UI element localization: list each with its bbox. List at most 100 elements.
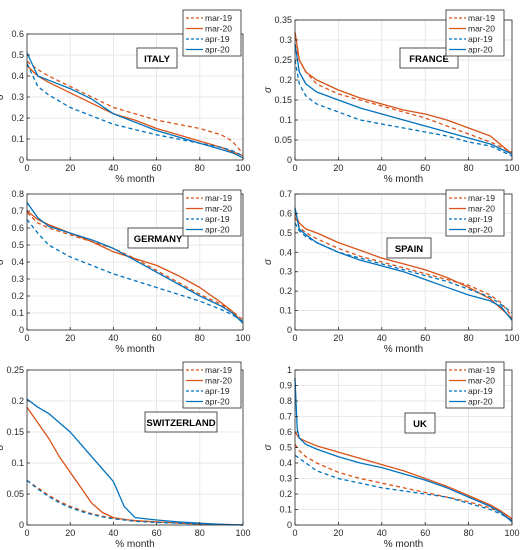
y-axis-label: σ [0, 258, 6, 265]
country-title: GERMANY [134, 234, 183, 245]
x-tick-label: 60 [420, 528, 430, 538]
y-tick-label: 0.9 [279, 381, 292, 391]
y-tick-label: 0.7 [279, 412, 292, 422]
x-tick-label: 20 [333, 163, 343, 173]
legend-entry-apr-19: apr-19 [468, 34, 493, 44]
legend-entry-apr-20: apr-20 [468, 225, 493, 235]
x-tick-label: 100 [504, 528, 519, 538]
y-tick-label: 0.7 [11, 206, 24, 216]
series-line-apr-19 [294, 59, 513, 157]
x-axis-label: % month [384, 539, 423, 550]
legend-entry-apr-20: apr-20 [205, 45, 230, 55]
x-tick-label: 60 [152, 528, 162, 538]
y-tick-label: 0.6 [11, 29, 24, 39]
series-line-apr-20 [26, 52, 244, 159]
y-tick-label: 0.1 [11, 134, 24, 144]
x-tick-label: 20 [333, 333, 343, 343]
y-tick-label: 0.4 [11, 71, 24, 81]
y-tick-label: 0.2 [11, 113, 24, 123]
y-axis-label: σ [0, 93, 6, 100]
x-tick-label: 40 [377, 528, 387, 538]
chart-panel-3: 0 20 40 60 80 100 0 0.1 0.2 0.3 0.4 0.5 0.6 0.7 % mont… [263, 189, 520, 355]
x-tick-label: 0 [292, 163, 297, 173]
legend-entry-apr-19: apr-19 [205, 386, 230, 396]
legend-entry-mar-20: mar-20 [468, 24, 495, 34]
y-tick-label: 0.6 [279, 208, 292, 218]
series-line-apr-20 [26, 398, 244, 526]
y-tick-label: 0.3 [11, 92, 24, 102]
y-tick-label: 0 [19, 325, 24, 335]
x-tick-label: 100 [235, 333, 250, 343]
legend-entry-apr-19: apr-19 [468, 386, 493, 396]
x-tick-label: 20 [65, 163, 75, 173]
y-tick-label: 0.2 [11, 396, 24, 406]
x-tick-label: 100 [504, 333, 519, 343]
series-line-mar-20 [294, 31, 513, 155]
x-tick-label: 0 [292, 333, 297, 343]
y-tick-label: 0.8 [279, 396, 292, 406]
series-line-apr-20 [294, 377, 513, 523]
y-tick-label: 0.3 [11, 274, 24, 284]
y-axis-label: σ [263, 258, 274, 265]
x-tick-label: 100 [235, 163, 250, 173]
y-tick-label: 0.5 [279, 443, 292, 453]
x-tick-label: 80 [195, 528, 205, 538]
series-line-mar-20 [26, 65, 244, 157]
x-tick-label: 0 [24, 163, 29, 173]
y-tick-label: 0.4 [279, 247, 292, 257]
series-line-mar-19 [294, 217, 513, 317]
series-line-apr-19 [294, 454, 513, 521]
chart-panel-4: 0 20 40 60 80 100 0 0.05 0.1 0.15 0.2 0.25 % month σ S… [0, 361, 251, 550]
country-title-box [136, 47, 178, 69]
x-tick-label: 60 [152, 333, 162, 343]
axes-box [26, 369, 244, 526]
legend-entry-apr-20: apr-20 [468, 45, 493, 55]
country-title: SWITZERLAND [146, 418, 215, 429]
chart-panel-5: 0 20 40 60 80 100 0 0.1 0.2 0.3 0.4 0.5 0.6 0.7 0.8 0.9… [263, 361, 520, 550]
y-axis-label: σ [0, 444, 6, 451]
x-tick-label: 20 [65, 528, 75, 538]
chart-panel-0: 0 20 40 60 80 100 0 0.1 0.2 0.3 0.4 0.5 0.6 % month σ I… [0, 9, 251, 185]
y-tick-label: 1 [287, 365, 292, 375]
x-tick-label: 40 [377, 333, 387, 343]
x-tick-label: 40 [108, 333, 118, 343]
legend-entry-apr-19: apr-19 [468, 214, 493, 224]
x-tick-label: 20 [65, 333, 75, 343]
x-tick-label: 40 [108, 528, 118, 538]
x-tick-label: 60 [152, 163, 162, 173]
legend-entry-mar-20: mar-20 [205, 24, 232, 34]
x-tick-label: 80 [464, 163, 474, 173]
x-tick-label: 60 [420, 163, 430, 173]
y-tick-label: 0.1 [11, 458, 24, 468]
y-tick-label: 0.25 [6, 365, 24, 375]
series-line-apr-19 [26, 479, 244, 526]
y-tick-label: 0.1 [279, 115, 292, 125]
series-line-mar-19 [294, 444, 513, 521]
x-tick-label: 0 [24, 528, 29, 538]
legend-entry-apr-20: apr-20 [205, 397, 230, 407]
y-tick-label: 0.1 [11, 308, 24, 318]
x-tick-label: 100 [504, 163, 519, 173]
y-axis-label: σ [263, 86, 274, 93]
y-tick-label: 0.15 [274, 95, 292, 105]
y-tick-label: 0.1 [279, 306, 292, 316]
legend-entry-mar-19: mar-19 [468, 365, 495, 375]
series-line-apr-20 [294, 207, 513, 321]
x-axis-label: % month [115, 344, 154, 355]
y-tick-label: 0.2 [11, 291, 24, 301]
y-tick-label: 0.1 [279, 505, 292, 515]
legend-entry-apr-19: apr-19 [205, 34, 230, 44]
y-tick-label: 0 [287, 155, 292, 165]
y-tick-label: 0.05 [6, 489, 24, 499]
legend-entry-mar-20: mar-20 [468, 376, 495, 386]
y-tick-label: 0.3 [279, 35, 292, 45]
x-tick-label: 0 [24, 333, 29, 343]
country-title: ITALY [144, 54, 171, 65]
y-tick-label: 0.4 [11, 257, 24, 267]
y-tick-label: 0.2 [279, 286, 292, 296]
legend-entry-mar-19: mar-19 [205, 365, 232, 375]
y-tick-label: 0.6 [11, 223, 24, 233]
x-tick-label: 40 [377, 163, 387, 173]
